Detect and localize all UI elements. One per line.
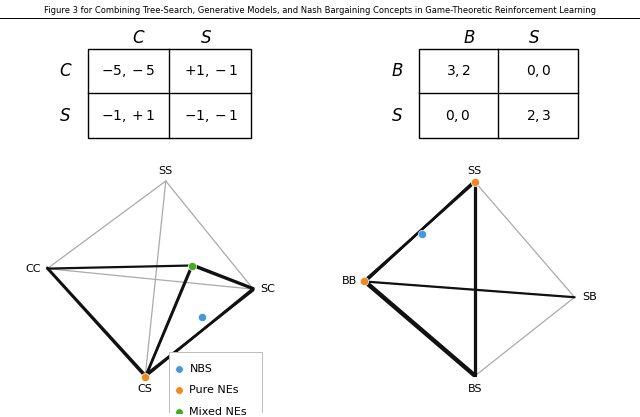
Text: CC: CC [25,264,40,274]
Point [359,278,369,285]
Text: $S$: $S$ [60,107,71,125]
Text: Pure NEs: Pure NEs [189,385,239,395]
Text: $S$: $S$ [200,28,212,47]
Text: $-1,-1$: $-1,-1$ [184,108,238,124]
Text: SS: SS [159,166,173,176]
Text: $B$: $B$ [391,62,403,80]
Point [174,409,184,415]
Text: Mixed NEs: Mixed NEs [189,407,247,417]
Text: $C$: $C$ [132,28,146,47]
Text: Figure 3 for Combining Tree-Search, Generative Models, and Nash Bargaining Conce: Figure 3 for Combining Tree-Search, Gene… [44,6,596,15]
Text: $C$: $C$ [58,62,72,80]
Text: $0,0$: $0,0$ [445,108,471,124]
Point [196,314,207,320]
Text: SS: SS [468,166,482,176]
Text: NBS: NBS [189,364,212,374]
Point [174,387,184,394]
Bar [88,49,251,138]
Point [174,365,184,372]
Text: SC: SC [260,284,275,294]
Text: BS: BS [467,384,482,394]
Text: $0,0$: $0,0$ [526,63,552,79]
Text: $B$: $B$ [463,28,476,47]
Text: $3,2$: $3,2$ [445,63,471,79]
Text: SB: SB [582,292,596,302]
FancyBboxPatch shape [169,352,262,417]
Point [470,178,480,185]
Text: BB: BB [342,276,357,286]
Text: $S$: $S$ [529,28,540,47]
Text: $2,3$: $2,3$ [526,108,552,124]
Text: CS: CS [138,384,152,394]
Bar [419,49,578,138]
Text: $-5,-5$: $-5,-5$ [101,63,155,79]
Point [140,374,150,380]
Point [186,262,196,269]
Point [417,231,428,238]
Text: $S$: $S$ [391,107,403,125]
Text: $+1,-1$: $+1,-1$ [184,63,238,79]
Text: $-1,+1$: $-1,+1$ [101,108,155,124]
